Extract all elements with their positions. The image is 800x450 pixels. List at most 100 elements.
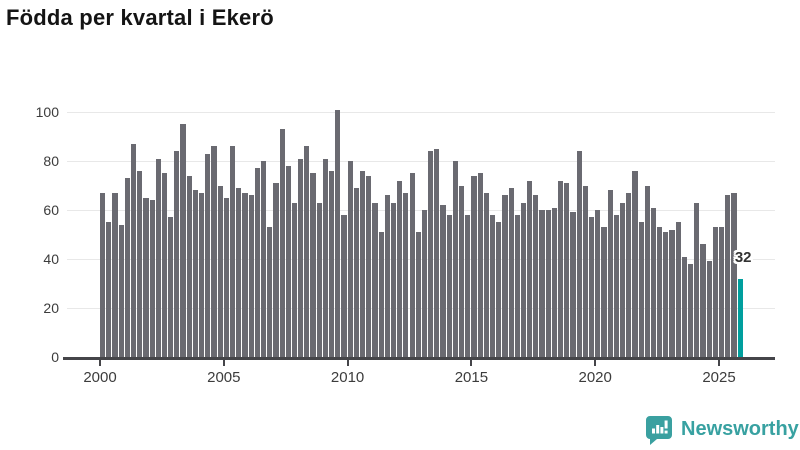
bar <box>595 210 601 357</box>
bar <box>644 185 650 357</box>
bar <box>520 202 527 357</box>
x-axis-label-2025: 2025 <box>702 369 736 386</box>
bar <box>180 124 186 357</box>
bar <box>267 227 273 357</box>
bar <box>130 143 137 357</box>
y-axis-label-60: 60 <box>43 202 59 218</box>
bar <box>514 214 520 357</box>
bar <box>149 200 155 357</box>
gridline-80 <box>67 160 775 162</box>
bar <box>118 224 124 357</box>
bar <box>601 227 607 357</box>
newsworthy-logo[interactable]: Newsworthy <box>644 414 799 445</box>
bar <box>619 202 626 357</box>
bar <box>576 151 582 357</box>
bar <box>137 170 143 357</box>
bar <box>446 214 452 357</box>
bar <box>459 185 465 357</box>
bar <box>372 202 378 357</box>
bar <box>341 214 347 357</box>
y-axis-label-0: 0 <box>51 349 59 365</box>
bar <box>254 168 260 357</box>
bar <box>632 170 638 357</box>
x-axis-tick-2025 <box>718 360 720 366</box>
bar <box>310 173 316 357</box>
bar <box>483 192 489 357</box>
bar <box>124 178 130 357</box>
x-axis-label-2010: 2010 <box>330 369 365 386</box>
bar <box>260 161 267 357</box>
bar <box>731 192 737 357</box>
gridline-100 <box>67 111 775 113</box>
bar <box>322 158 329 357</box>
bar <box>477 173 483 357</box>
x-axis-tick-2005 <box>222 360 225 366</box>
x-axis-label-2015: 2015 <box>454 369 489 386</box>
bar <box>229 146 236 357</box>
bar <box>335 109 341 357</box>
bar <box>725 195 731 357</box>
bar <box>434 148 440 357</box>
bar <box>291 202 298 357</box>
bar <box>403 192 409 357</box>
bar <box>248 195 254 357</box>
bar <box>100 192 106 357</box>
bar <box>353 187 359 357</box>
bar <box>390 202 397 357</box>
bar <box>712 227 718 357</box>
bar <box>378 232 384 357</box>
x-axis-label-2005: 2005 <box>207 369 241 386</box>
bar <box>663 232 669 357</box>
bar <box>681 256 688 357</box>
bar <box>347 161 353 357</box>
bar <box>242 192 248 357</box>
x-axis-line <box>63 357 775 360</box>
bar <box>582 185 588 357</box>
bar <box>570 212 576 357</box>
bar <box>384 195 390 357</box>
bar <box>533 195 539 357</box>
bar <box>359 170 366 357</box>
newsworthy-logo-text: Newsworthy <box>681 418 799 440</box>
x-axis-tick-2020 <box>594 360 597 366</box>
bar <box>496 222 502 357</box>
bar <box>626 192 632 357</box>
bar <box>706 261 712 357</box>
bar <box>558 180 564 357</box>
bar <box>409 173 415 357</box>
bar <box>657 227 663 357</box>
bar <box>397 180 403 357</box>
bar <box>688 263 694 357</box>
bar <box>650 207 657 357</box>
x-axis-tick-2015 <box>470 360 473 366</box>
bar <box>161 173 168 357</box>
bar <box>700 244 706 357</box>
bar <box>440 205 446 357</box>
plot-area: 0 20 40 60 80 100 2000 2005 2010 2015 2020 2025 32 <box>36 104 775 386</box>
bar <box>421 210 428 357</box>
x-axis-tick-2010 <box>346 360 349 366</box>
bar <box>471 175 477 357</box>
y-axis-label-40: 40 <box>43 251 59 267</box>
newsworthy-speech-bubble-barchart-icon <box>646 416 672 445</box>
bar <box>502 195 508 357</box>
x-axis-tick-2000 <box>99 360 101 366</box>
bar <box>143 197 149 357</box>
bar <box>613 214 619 357</box>
highlighted-bar <box>737 278 743 357</box>
bar <box>106 222 112 357</box>
bar <box>223 197 229 357</box>
gridline-40 <box>67 258 775 260</box>
last-value-label: 32 <box>734 248 752 266</box>
bar <box>273 183 279 357</box>
bar <box>304 146 310 357</box>
bar <box>428 151 434 357</box>
bar <box>236 187 242 357</box>
bar <box>329 170 335 357</box>
bar <box>415 232 421 357</box>
bar <box>675 222 681 357</box>
bar <box>168 217 174 357</box>
x-axis-label-2000: 2000 <box>83 369 117 386</box>
bar <box>211 146 217 357</box>
